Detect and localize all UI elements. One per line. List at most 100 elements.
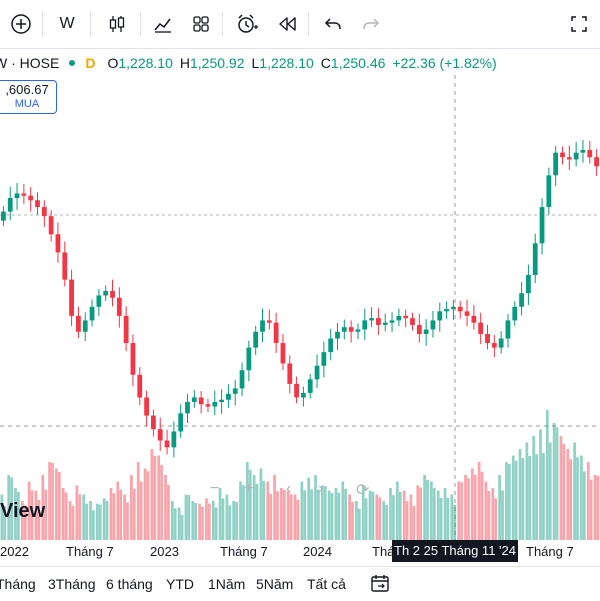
volume-bar (542, 452, 545, 540)
volume-bar (480, 471, 484, 540)
volume-bar (368, 490, 372, 540)
x-label-2024: 2024 (303, 544, 332, 559)
volume-bar (51, 462, 54, 540)
range-3m[interactable]: 3Tháng (48, 576, 96, 592)
volume-bar (382, 501, 386, 540)
volume-bar (501, 490, 504, 540)
volume-bar (518, 449, 522, 540)
volume-bar (484, 481, 488, 540)
volume-bar (75, 485, 79, 540)
range-1y[interactable]: 1Năm (208, 576, 246, 592)
layout-icon[interactable] (186, 9, 216, 39)
candle-body (273, 322, 279, 344)
volume-bar (207, 503, 211, 540)
candle-body (335, 331, 340, 339)
volume-bar (180, 514, 184, 540)
candle-body (512, 306, 518, 321)
undo-icon[interactable] (318, 9, 348, 39)
volume-bar (112, 493, 116, 540)
candle-body (123, 315, 129, 344)
volume-bar (239, 481, 242, 540)
candle-body (41, 207, 47, 217)
range-ytd[interactable]: YTD (166, 576, 194, 592)
redo-icon[interactable] (356, 9, 386, 39)
volume-bar (446, 497, 450, 540)
range-all[interactable]: Tất cả (307, 576, 346, 592)
zoom-out-button[interactable]: − (210, 480, 220, 497)
volume-bar (130, 475, 133, 540)
volume-bar (562, 443, 566, 540)
volume-bar (139, 481, 143, 540)
volume-bar (412, 505, 416, 540)
volume-bar (355, 501, 358, 540)
low-label: L (251, 55, 260, 71)
candlestick-chart[interactable] (0, 75, 600, 540)
fullscreen-icon[interactable] (564, 9, 594, 39)
volume-bar (30, 490, 34, 540)
candle-body (382, 322, 388, 325)
volume-bar (276, 491, 279, 540)
indicators-icon[interactable] (148, 9, 178, 39)
range-1m[interactable]: Tháng (0, 576, 36, 592)
alert-icon[interactable] (232, 9, 262, 39)
scroll-forward-button[interactable]: › (318, 480, 324, 497)
candles-icon[interactable] (102, 9, 132, 39)
buy-price-badge[interactable]: ,606.67 MUA (0, 80, 57, 114)
candle-body (369, 318, 374, 321)
candle-body (321, 352, 327, 366)
candle-body (294, 383, 299, 398)
toolbar-separator (140, 12, 141, 36)
plus-circle-icon[interactable] (6, 9, 36, 39)
toolbar-separator (308, 12, 309, 36)
candle-body (246, 347, 252, 371)
calendar-icon[interactable] (369, 572, 391, 597)
candle-body (76, 315, 81, 332)
candle-body (287, 363, 293, 384)
reset-chart-button[interactable]: ⟳ (356, 482, 370, 499)
volume-bar (330, 493, 334, 540)
volume-bar (23, 505, 27, 540)
volume-bar (432, 488, 436, 540)
candle-body (410, 318, 415, 325)
volume-bar (467, 478, 470, 540)
volume-bar (10, 477, 13, 540)
volume-bar (593, 475, 597, 540)
volume-bar (525, 442, 529, 540)
volume-bar (221, 498, 225, 540)
x-label-jul-2024: Tháng 7 (526, 544, 574, 559)
volume-bar (136, 462, 140, 540)
candle-body (253, 331, 259, 348)
volume-bar (173, 508, 177, 540)
volume-bar (7, 475, 11, 540)
candle-body (89, 306, 95, 321)
volume-bar (119, 489, 123, 540)
candle-body (1, 211, 6, 221)
candle-body (260, 320, 265, 332)
volume-bar (146, 471, 150, 540)
candle-body (594, 157, 599, 167)
volume-bar (409, 494, 413, 540)
candle-body (457, 306, 463, 312)
volume-bar (248, 469, 252, 540)
volume-bar (61, 488, 65, 540)
ohlc-legend: W · HOSE D O 1,228.10 H 1,250.92 L 1,228… (0, 52, 504, 74)
candle-body (103, 290, 109, 296)
candle-body (151, 415, 156, 430)
replay-icon[interactable] (272, 9, 302, 39)
toolbar-separator (222, 12, 223, 36)
volume-bar (552, 423, 556, 540)
candle-body (35, 200, 40, 208)
volume-bar (71, 505, 75, 540)
buy-price: ,606.67 (5, 82, 49, 97)
open-label: O (107, 55, 119, 71)
range-5y[interactable]: 5Năm (256, 576, 294, 592)
zoom-in-button[interactable]: + (244, 480, 254, 497)
interval-button[interactable]: W (59, 15, 75, 32)
symbol-label[interactable]: W · HOSE (0, 55, 60, 71)
range-6m[interactable]: 6 tháng (106, 576, 153, 592)
volume-bar (205, 498, 208, 540)
scroll-back-button[interactable]: ‹ (286, 480, 292, 497)
volume-bar (143, 468, 147, 540)
candle-body (341, 327, 347, 332)
volume-bar (426, 479, 429, 540)
